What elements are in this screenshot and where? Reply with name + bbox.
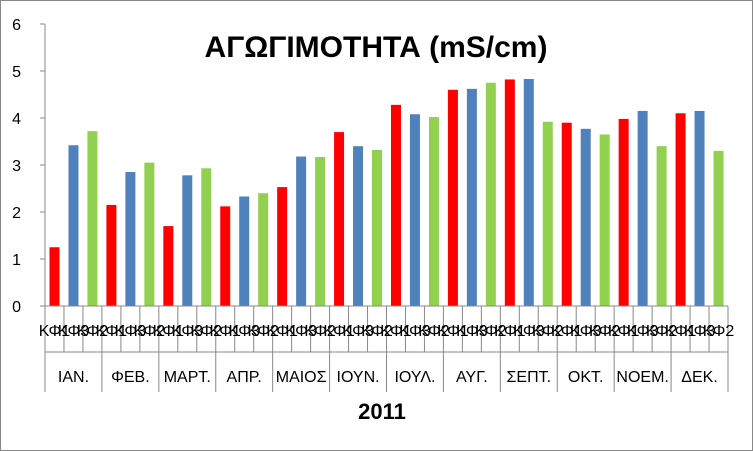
y-tick-label: 6 <box>12 17 21 34</box>
category-label: ΚΦ3 <box>684 323 716 340</box>
category-label: ΚΦ2 <box>646 323 678 340</box>
month-label: ΣΕΠΤ. <box>507 369 552 386</box>
bar <box>239 196 250 306</box>
category-label: ΚΦ3 <box>172 323 204 340</box>
x-axis: ΚΦ1ΚΦ3ΚΦ2ΚΦ1ΚΦ3ΚΦ2ΚΦ1ΚΦ3ΚΦ2ΚΦ1ΚΦ3ΚΦ2ΚΦ1Κ… <box>39 305 735 392</box>
bar <box>637 110 648 306</box>
bar <box>504 79 515 307</box>
category-label: ΚΦ1 <box>380 323 412 340</box>
bar <box>694 110 705 306</box>
category-label: ΚΦ2 <box>191 323 223 340</box>
bar <box>353 146 364 306</box>
category-label: ΚΦ1 <box>665 323 697 340</box>
category-label: ΚΦ3 <box>58 323 90 340</box>
category-label: ΚΦ3 <box>342 323 374 340</box>
month-label: ΔΕΚ. <box>681 369 717 386</box>
chart-title: ΑΓΩΓΙΜΟΤΗΤΑ (mS/cm) <box>205 31 548 64</box>
bar <box>277 187 288 306</box>
y-tick-label: 2 <box>12 205 21 222</box>
category-label: ΚΦ3 <box>627 323 659 340</box>
bar <box>656 146 667 306</box>
bar <box>201 168 212 306</box>
bar <box>315 157 326 306</box>
bar <box>220 206 231 306</box>
bar <box>334 132 345 306</box>
month-label: ΟΚΤ. <box>568 369 604 386</box>
category-label: ΚΦ1 <box>210 323 242 340</box>
bar <box>68 145 79 306</box>
y-tick-label: 1 <box>12 252 21 269</box>
category-label: ΚΦ2 <box>475 323 507 340</box>
bar <box>447 89 458 306</box>
bar <box>599 134 610 306</box>
category-label: ΚΦ2 <box>361 323 393 340</box>
category-label: ΚΦ2 <box>418 323 450 340</box>
y-axis: 0 1 2 3 4 5 6 <box>12 17 46 316</box>
month-label: ΑΥΓ. <box>456 369 488 386</box>
category-label: ΚΦ1 <box>96 323 128 340</box>
category-label: ΚΦ2 <box>134 323 166 340</box>
bar <box>428 117 439 306</box>
bar <box>618 118 629 306</box>
category-label: ΚΦ1 <box>437 323 469 340</box>
bar <box>372 149 383 306</box>
bar <box>106 204 117 306</box>
bar <box>523 78 534 307</box>
category-label: ΚΦ3 <box>513 323 545 340</box>
category-label: ΚΦ3 <box>456 323 488 340</box>
category-label: ΚΦ2 <box>532 323 564 340</box>
x-axis-title: 2011 <box>358 399 406 424</box>
bar <box>485 82 496 306</box>
category-label: ΚΦ3 <box>570 323 602 340</box>
month-label: ΜΑΙΟΣ <box>276 369 327 386</box>
y-tick-label: 4 <box>12 111 21 128</box>
bar <box>258 193 269 306</box>
bar <box>580 128 591 306</box>
bar <box>713 150 724 306</box>
bar <box>675 113 686 306</box>
category-label: ΚΦ2 <box>589 323 621 340</box>
month-label: ΝΟΕΜ. <box>616 369 668 386</box>
category-label: ΚΦ3 <box>228 323 260 340</box>
category-label: ΚΦ1 <box>266 323 298 340</box>
bars <box>49 78 724 307</box>
bar <box>296 156 307 306</box>
category-label: ΚΦ2 <box>77 323 109 340</box>
category-label: ΚΦ2 <box>304 323 336 340</box>
y-tick-label: 0 <box>12 299 21 316</box>
bar <box>144 162 155 306</box>
category-label: ΚΦ1 <box>494 323 526 340</box>
category-label: ΚΦ1 <box>39 323 71 340</box>
category-label: ΚΦ1 <box>323 323 355 340</box>
bar <box>466 88 477 306</box>
month-label: ΜΑΡΤ. <box>164 369 211 386</box>
month-label: ΑΠΡ. <box>227 369 262 386</box>
month-label: ΙΑΝ. <box>58 369 89 386</box>
category-label: ΚΦ3 <box>285 323 317 340</box>
y-tick-label: 3 <box>12 158 21 175</box>
bar <box>409 114 420 307</box>
bar <box>49 247 60 306</box>
category-label: ΚΦ1 <box>153 323 185 340</box>
category-label: ΚΦ1 <box>551 323 583 340</box>
category-label: ΚΦ2 <box>703 323 735 340</box>
category-label: ΚΦ3 <box>399 323 431 340</box>
bar <box>182 175 193 306</box>
month-label: ΙΟΥΛ. <box>394 369 435 386</box>
bar <box>542 121 553 306</box>
bar <box>561 122 572 306</box>
category-label: ΚΦ1 <box>608 323 640 340</box>
month-label: ΙΟΥΝ. <box>337 369 380 386</box>
y-tick-label: 5 <box>12 64 21 81</box>
category-label: ΚΦ2 <box>247 323 279 340</box>
bar <box>163 226 174 306</box>
bar <box>125 172 136 306</box>
bar <box>390 104 401 306</box>
category-label: ΚΦ3 <box>115 323 147 340</box>
bar <box>87 131 98 306</box>
month-label: ΦΕΒ. <box>111 369 150 386</box>
